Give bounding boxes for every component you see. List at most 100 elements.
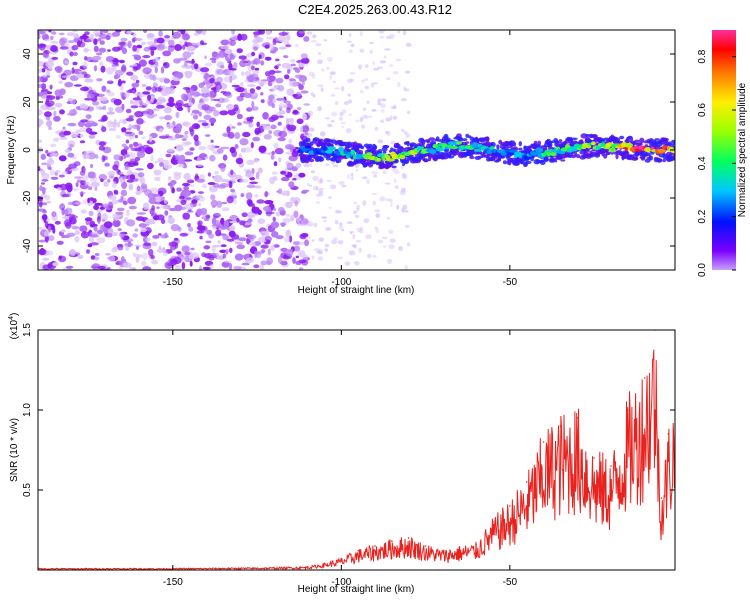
noise-blob xyxy=(220,217,225,225)
trace-halo xyxy=(558,139,563,144)
noise-blob xyxy=(46,120,53,128)
noise-blob xyxy=(48,52,57,55)
chart-title: C2E4.2025.263.00.43.R12 xyxy=(298,2,452,17)
x-tick-label: -100 xyxy=(331,277,351,288)
snr-data-point xyxy=(627,409,629,411)
noise-blob xyxy=(212,205,216,208)
noise-blob xyxy=(73,34,80,39)
noise-blob xyxy=(184,141,192,145)
noise-blob xyxy=(379,196,386,202)
snr-data-point xyxy=(391,540,393,542)
noise-blob xyxy=(233,266,242,270)
noise-blob xyxy=(153,215,160,221)
trace-core xyxy=(508,149,518,153)
noise-blob xyxy=(121,47,128,55)
noise-blob xyxy=(98,141,106,147)
noise-blob xyxy=(333,80,336,83)
snr-data-point xyxy=(407,537,410,539)
noise-blob xyxy=(55,65,63,74)
noise-blob xyxy=(177,146,184,151)
noise-blob xyxy=(214,81,221,86)
noise-blob xyxy=(405,133,411,139)
noise-blob xyxy=(255,250,264,255)
noise-blob xyxy=(239,179,249,183)
noise-blob xyxy=(184,251,191,256)
noise-blob xyxy=(383,55,387,59)
noise-blob xyxy=(345,128,352,134)
noise-blob xyxy=(112,59,120,63)
noise-blob xyxy=(272,38,277,46)
noise-blob xyxy=(213,175,223,183)
trace-halo xyxy=(496,144,500,148)
noise-blob xyxy=(278,115,284,118)
noise-blob xyxy=(158,30,163,37)
spectrogram-marks xyxy=(38,30,675,270)
noise-blob xyxy=(283,104,288,108)
noise-blob xyxy=(229,247,233,253)
noise-blob xyxy=(317,179,324,184)
noise-blob xyxy=(398,246,403,251)
noise-blob xyxy=(77,255,84,259)
noise-blob xyxy=(197,220,203,226)
noise-blob xyxy=(99,33,107,40)
noise-blob xyxy=(374,209,381,213)
x-tick-label: -150 xyxy=(163,577,183,588)
trace-halo xyxy=(335,158,342,163)
y-tick-label: -40 xyxy=(22,238,33,253)
noise-blob xyxy=(175,123,183,131)
noise-blob xyxy=(229,53,234,59)
y-tick-label: 1.5 xyxy=(22,323,33,337)
noise-blob xyxy=(393,178,397,184)
noise-blob xyxy=(211,245,216,253)
noise-blob xyxy=(146,33,156,41)
noise-blob xyxy=(38,239,46,243)
trace-halo xyxy=(447,155,455,159)
noise-blob xyxy=(51,56,59,60)
noise-blob xyxy=(249,234,255,242)
noise-blob xyxy=(145,86,152,91)
noise-blob xyxy=(335,101,339,106)
noise-blob xyxy=(156,248,167,253)
trace-halo xyxy=(373,145,378,150)
noise-blob xyxy=(129,174,136,181)
noise-blob xyxy=(269,176,275,185)
snr-panel: -150 -100 -50 0.5 1.0 1.5 Height of straight… xyxy=(8,313,676,595)
noise-blob xyxy=(242,131,251,138)
noise-blob xyxy=(50,176,59,180)
trace-core xyxy=(418,146,425,150)
noise-blob xyxy=(112,122,117,128)
noise-blob xyxy=(229,225,236,231)
noise-blob xyxy=(384,48,391,51)
trace-halo xyxy=(634,139,640,143)
noise-blob xyxy=(251,206,260,214)
noise-blob xyxy=(334,220,339,225)
trace-core xyxy=(486,149,493,155)
noise-blob xyxy=(152,58,157,63)
noise-blob xyxy=(80,231,90,239)
noise-blob xyxy=(354,214,360,219)
noise-blob xyxy=(200,67,210,73)
trace-core xyxy=(670,149,675,154)
noise-blob xyxy=(385,35,392,39)
noise-blob xyxy=(240,71,245,77)
noise-blob xyxy=(132,65,138,72)
noise-blob xyxy=(402,173,408,180)
noise-blob xyxy=(290,63,296,67)
noise-blob xyxy=(95,105,102,110)
noise-blob xyxy=(176,251,182,255)
noise-blob xyxy=(136,212,146,215)
noise-blob xyxy=(350,43,355,48)
noise-blob xyxy=(330,93,336,97)
noise-blob xyxy=(128,183,134,191)
noise-blob xyxy=(386,130,391,136)
noise-blob xyxy=(167,137,176,141)
noise-blob xyxy=(136,246,139,250)
noise-blob xyxy=(45,69,51,76)
noise-blob xyxy=(275,211,282,217)
noise-blob xyxy=(38,33,41,40)
noise-blob xyxy=(260,60,265,66)
noise-blob xyxy=(207,172,211,177)
noise-blob xyxy=(184,151,194,156)
noise-blob xyxy=(179,233,189,237)
noise-blob xyxy=(380,98,387,102)
